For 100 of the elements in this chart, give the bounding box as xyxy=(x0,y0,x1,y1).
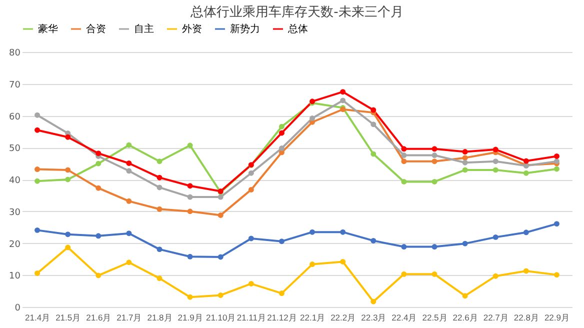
point xyxy=(401,271,407,277)
point xyxy=(278,130,284,136)
point xyxy=(401,179,407,184)
point xyxy=(156,174,162,180)
x-tick-label: 22.1月 xyxy=(300,312,326,322)
x-tick-label: 22.9月 xyxy=(544,312,570,322)
point xyxy=(370,107,376,113)
point xyxy=(96,185,102,191)
point xyxy=(278,124,284,130)
point xyxy=(65,244,71,250)
point xyxy=(187,183,193,189)
point xyxy=(187,254,193,260)
legend-label: 外资 xyxy=(182,23,202,35)
point xyxy=(554,154,560,159)
legend-label: 合资 xyxy=(86,23,106,35)
point xyxy=(462,167,468,173)
x-tick-label: 21.10月 xyxy=(206,312,236,322)
legend-label: 豪华 xyxy=(38,23,58,35)
point xyxy=(554,272,560,278)
point xyxy=(34,112,40,118)
x-tick-label: 21.8月 xyxy=(147,312,173,322)
point xyxy=(492,158,498,164)
point xyxy=(554,166,560,172)
point xyxy=(187,294,193,300)
point xyxy=(492,234,498,240)
point xyxy=(462,160,468,166)
point xyxy=(340,98,346,104)
point xyxy=(248,281,254,286)
x-tick-label: 21.7月 xyxy=(116,312,142,322)
point xyxy=(370,122,376,128)
point xyxy=(126,160,132,166)
point xyxy=(156,184,162,190)
point xyxy=(65,176,71,182)
point xyxy=(248,236,254,242)
point xyxy=(218,194,224,200)
point xyxy=(218,292,224,298)
x-tick-label: 22.8月 xyxy=(514,312,540,322)
y-tick-label: 40 xyxy=(9,176,21,186)
point xyxy=(370,298,376,304)
point xyxy=(523,170,529,176)
point xyxy=(96,272,102,278)
x-tick-label: 22.4月 xyxy=(392,312,418,322)
point xyxy=(492,167,498,173)
y-tick-label: 50 xyxy=(9,144,21,154)
point xyxy=(218,254,224,260)
y-tick-label: 20 xyxy=(9,240,21,250)
point xyxy=(340,229,346,235)
point xyxy=(96,160,102,166)
legend-label: 总体 xyxy=(287,23,308,35)
point xyxy=(432,152,438,158)
x-tick-label: 21.6月 xyxy=(86,312,112,322)
x-tick-label: 22.2月 xyxy=(330,312,356,322)
point xyxy=(278,238,284,244)
x-tick-label: 21.9月 xyxy=(178,312,204,322)
legend-label: 新势力 xyxy=(230,23,260,35)
point xyxy=(65,134,71,140)
point xyxy=(554,221,560,227)
point xyxy=(126,198,132,204)
x-tick-label: 21.5月 xyxy=(56,312,82,322)
point xyxy=(187,142,193,148)
point xyxy=(34,127,40,133)
point xyxy=(34,166,40,172)
point xyxy=(248,186,254,192)
y-tick-label: 0 xyxy=(14,304,21,314)
chart-title: 总体行业乘用车库存天数-未来三个月 xyxy=(190,5,404,20)
point xyxy=(187,194,193,200)
point xyxy=(492,273,498,279)
y-tick-label: 60 xyxy=(9,112,21,122)
point xyxy=(65,232,71,238)
point xyxy=(96,233,102,239)
point xyxy=(310,229,316,235)
point xyxy=(401,152,407,158)
x-tick-label: 22.7月 xyxy=(483,312,509,322)
point xyxy=(523,158,529,164)
point xyxy=(126,260,132,266)
point xyxy=(34,227,40,233)
point xyxy=(126,168,132,174)
point xyxy=(126,142,132,148)
x-tick-label: 21.12月 xyxy=(267,312,298,322)
point xyxy=(492,146,498,152)
point xyxy=(432,271,438,277)
point xyxy=(401,244,407,250)
x-tick-label: 21.4月 xyxy=(25,312,51,322)
point xyxy=(218,212,224,218)
point xyxy=(340,259,346,264)
point xyxy=(278,290,284,296)
y-tick-label: 10 xyxy=(9,272,21,282)
x-tick-label: 21.11月 xyxy=(236,312,266,322)
point xyxy=(462,240,468,246)
y-tick-label: 80 xyxy=(9,48,21,58)
point xyxy=(401,158,407,164)
point xyxy=(523,268,529,274)
point xyxy=(96,150,102,156)
point xyxy=(432,158,438,164)
point xyxy=(248,170,254,176)
point xyxy=(278,146,284,151)
point xyxy=(523,230,529,236)
point xyxy=(432,244,438,250)
point xyxy=(156,158,162,164)
x-tick-label: 22.5月 xyxy=(422,312,448,322)
